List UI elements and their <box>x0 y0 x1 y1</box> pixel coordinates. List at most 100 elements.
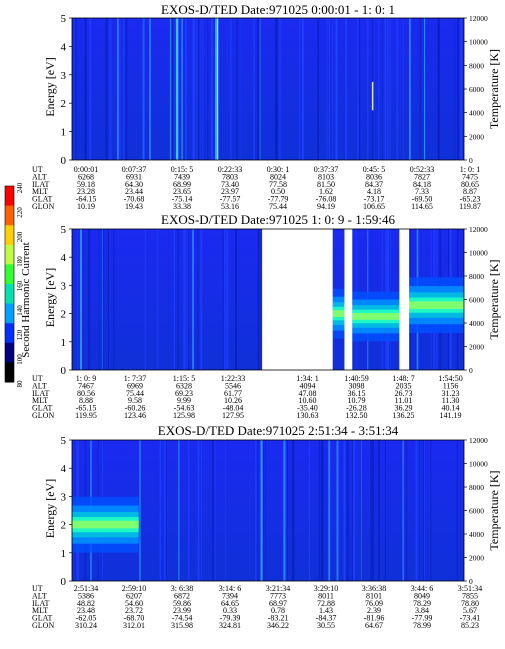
ephemeris-row-label: ILAT <box>32 599 49 608</box>
right-tick-label: 10000 <box>469 38 488 47</box>
spectrogram-streak <box>105 18 108 160</box>
spectrogram-band <box>409 301 464 309</box>
ephemeris-cell: 130.63 <box>296 411 318 420</box>
ephemeris-cell: -65.23 <box>460 195 481 204</box>
ephemeris-cell: 0:52:33 <box>410 165 434 174</box>
ephemeris-cell: 68.99 <box>173 180 191 189</box>
ephemeris-cell: 73.40 <box>221 180 239 189</box>
ephemeris-cell: -64.15 <box>76 195 97 204</box>
left-tick-label: 4 <box>61 252 67 264</box>
ephemeris-cell: 2:59:10 <box>122 584 146 593</box>
spectrogram-streak <box>286 440 288 581</box>
ephemeris-cell: 7467 <box>78 381 94 390</box>
spectrogram-streak <box>84 18 87 160</box>
right-tick-label: 6000 <box>469 85 484 94</box>
ephemeris-cell: 7.33 <box>415 187 429 196</box>
ephemeris-cell: -79.39 <box>220 614 241 623</box>
spectrogram-streak <box>359 18 361 160</box>
spectrogram-streak <box>169 18 172 160</box>
ephemeris-cell: -68.70 <box>124 614 145 623</box>
spectrogram-streak <box>378 440 380 581</box>
spectrogram-streak <box>123 18 125 160</box>
ephemeris-cell: -75.14 <box>172 195 193 204</box>
ephemeris-cell: 85.23 <box>461 621 479 630</box>
ephemeris-cell: 106.65 <box>363 202 385 211</box>
colorbar-tick-label: 220 <box>16 207 24 218</box>
ephemeris-cell: 8.88 <box>79 396 93 405</box>
ephemeris-cell: 64.67 <box>365 621 383 630</box>
spectrogram-streak <box>378 18 380 160</box>
spectrogram-streak <box>80 229 83 370</box>
ephemeris-cell: 59.86 <box>173 599 191 608</box>
left-tick-label: 5 <box>61 224 67 236</box>
spectrogram-streak <box>222 229 224 370</box>
spectrogram-streak <box>402 18 404 160</box>
left-tick-label: 1 <box>61 337 67 349</box>
left-tick-label: 1 <box>61 548 67 560</box>
ephemeris-cell: 3:29:10 <box>314 584 338 593</box>
spectrogram-streak <box>371 81 374 111</box>
spectrogram-streak <box>259 229 261 370</box>
spectrogram-streak <box>262 440 264 581</box>
spectrogram-streak <box>103 229 105 370</box>
spectrogram-streak <box>389 18 391 160</box>
ephemeris-cell: -73.17 <box>364 195 385 204</box>
spectrogram-streak <box>183 229 186 370</box>
right-tick-label: 4000 <box>469 319 484 328</box>
left-tick-label: 0 <box>61 155 67 167</box>
right-tick-label: 10000 <box>469 460 488 469</box>
spectrogram-streak <box>207 18 209 160</box>
ephemeris-cell: 7475 <box>462 172 478 181</box>
ephemeris-cell: 23.72 <box>125 606 143 615</box>
ephemeris-row-label: UT <box>32 374 43 383</box>
spectrogram-streak <box>217 18 219 160</box>
left-tick-label: 3 <box>61 70 67 82</box>
right-tick-label: 0 <box>469 366 473 375</box>
colorbar-segment <box>5 225 14 246</box>
right-tick-label: 6000 <box>469 507 484 516</box>
colorbar-tick-label: 100 <box>16 354 24 365</box>
ephemeris-cell: 1: 0: 9 <box>76 374 96 383</box>
ephemeris-cell: 64.30 <box>125 180 143 189</box>
left-tick-label: 1 <box>61 127 67 139</box>
spectrogram-streak <box>283 440 286 581</box>
panel-1: EXOS-D/TED Date:971025 0:00:01 - 1: 0: 1… <box>32 2 501 211</box>
ephemeris-cell: 36.29 <box>395 404 413 413</box>
right-tick-label: 0 <box>469 156 473 165</box>
spectrogram-streak <box>196 18 198 160</box>
ephemeris-cell: 141.19 <box>440 411 462 420</box>
ephemeris-cell: -26.28 <box>346 404 367 413</box>
ephemeris-cell: -74.54 <box>172 614 193 623</box>
ephemeris-cell: 346.22 <box>267 621 289 630</box>
ephemeris-cell: 0:22:33 <box>218 165 242 174</box>
spectrogram-streak <box>353 440 356 581</box>
ephemeris-cell: 6207 <box>126 591 142 600</box>
ephemeris-cell: 6969 <box>127 381 143 390</box>
spectrogram-streak <box>75 18 77 160</box>
spectrogram-streak <box>200 229 203 370</box>
ephemeris-cell: 77.58 <box>269 180 287 189</box>
ephemeris-cell: 7803 <box>222 172 238 181</box>
spectrogram-streak <box>257 18 260 160</box>
ephemeris-cell: 123.46 <box>124 411 146 420</box>
ephemeris-row-label: ILAT <box>32 389 49 398</box>
spectrogram-streak <box>226 229 229 370</box>
spectrogram-streak <box>178 440 180 581</box>
ephemeris-row-label: MLT <box>32 187 48 196</box>
spectrogram-background <box>72 18 464 160</box>
ephemeris-cell: 8103 <box>318 172 334 181</box>
ephemeris-cell: 48.82 <box>77 599 95 608</box>
spectrogram-streak <box>181 18 183 160</box>
ephemeris-cell: 47.08 <box>298 389 316 398</box>
spectrogram-streak <box>279 18 281 160</box>
spectrogram-streak <box>200 440 202 581</box>
spectrogram-streak <box>230 18 232 160</box>
ephemeris-cell: -60.26 <box>125 404 146 413</box>
spectrogram-streak <box>322 440 324 581</box>
ephemeris-cell: -81.96 <box>364 614 385 623</box>
spectrogram-streak <box>173 229 176 370</box>
ephemeris-cell: 23.65 <box>173 187 191 196</box>
ephemeris-row-label: UT <box>32 165 43 174</box>
